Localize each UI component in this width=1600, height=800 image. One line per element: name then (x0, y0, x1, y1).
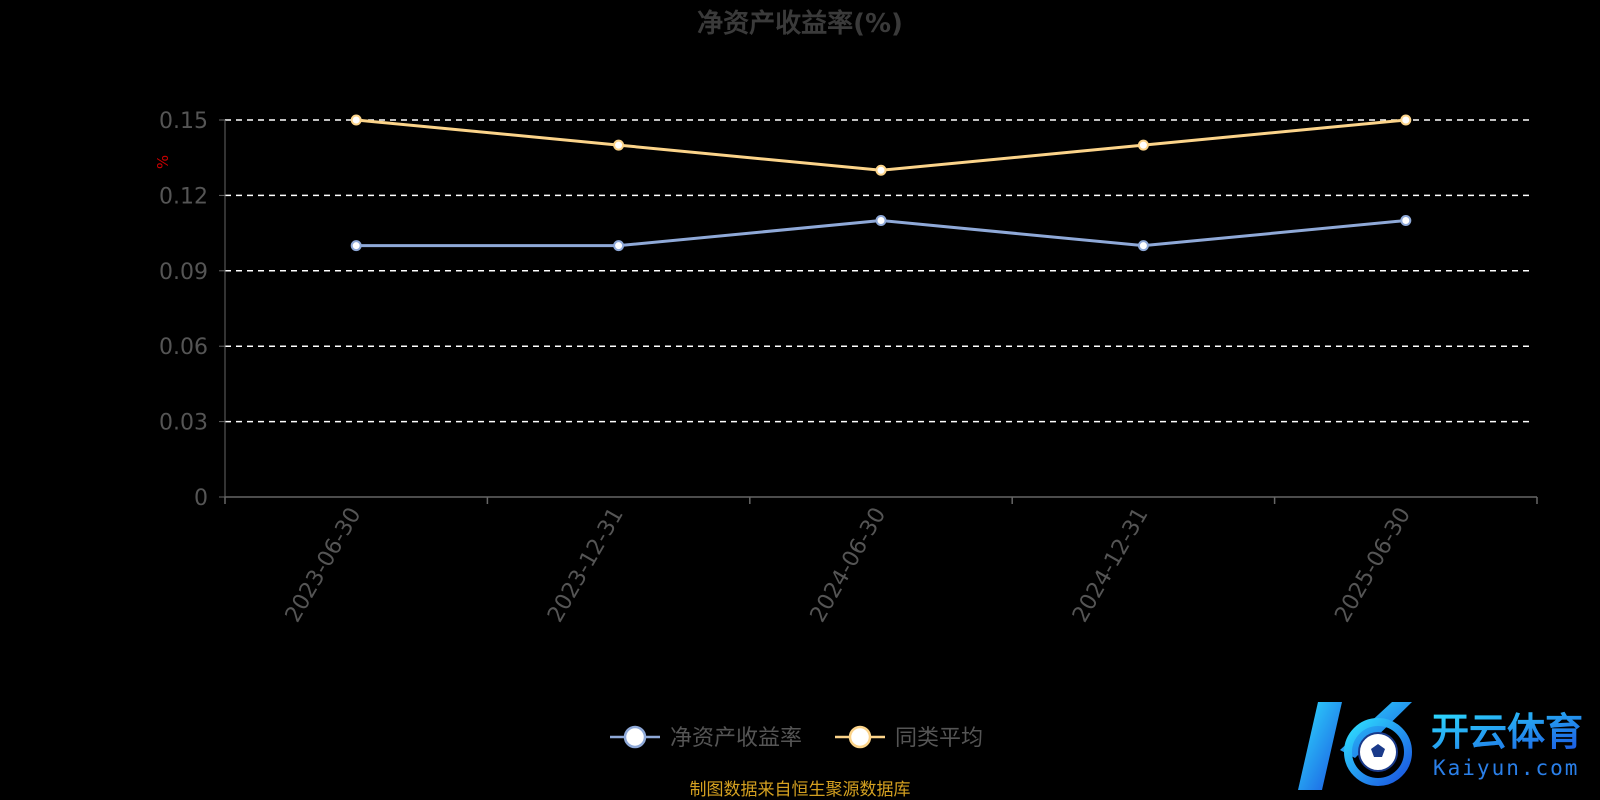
y-axis-unit-label: % (154, 155, 172, 169)
data-point-0 (875, 215, 887, 227)
data-point-0 (350, 240, 362, 252)
watermark-logo: 开云体育 Kaiyun.com (1298, 702, 1583, 790)
soccer-ball-icon (1358, 732, 1398, 772)
y-tick-label: 0 (194, 486, 208, 511)
y-axis-ticks: 0 0.03 0.06 0.09 0.12 0.15 (159, 109, 225, 511)
data-point-1 (350, 114, 362, 126)
kaiyun-k-emblem-icon (1298, 702, 1412, 790)
data-point-0 (613, 240, 625, 252)
x-axis-ticks: 2023-06-30 2023-12-31 2024-06-30 2024-12-31… (224, 497, 1538, 627)
legend-item-peer-average[interactable]: 同类平均 (835, 725, 983, 751)
legend-avg-label: 同类平均 (895, 726, 983, 751)
x-tick-label: 2023-06-30 (281, 504, 367, 627)
legend-avg-marker (848, 725, 872, 749)
x-tick-label: 2023-12-31 (543, 504, 629, 627)
y-tick-label: 0.15 (159, 109, 208, 134)
watermark-en-text: Kaiyun.com (1433, 756, 1579, 780)
y-tick-label: 0.09 (159, 260, 208, 285)
gridlines (225, 119, 1529, 423)
source-note: 制图数据来自恒生聚源数据库 (690, 780, 911, 800)
legend-roe-label: 净资产收益率 (670, 726, 802, 751)
data-point-1 (1400, 114, 1412, 126)
data-point-1 (613, 139, 625, 151)
y-tick-label: 0.06 (159, 335, 208, 360)
legend-roe-marker (623, 725, 647, 749)
x-tick-label: 2025-06-30 (1330, 504, 1416, 627)
data-point-1 (1137, 139, 1149, 151)
legend: 净资产收益率 同类平均 (610, 725, 983, 751)
legend-item-roe[interactable]: 净资产收益率 (610, 725, 802, 751)
series-line-1 (356, 118, 1406, 172)
series-lines (350, 114, 1412, 252)
watermark-cn-text: 开云体育 (1431, 710, 1583, 754)
y-tick-label: 0.03 (159, 411, 208, 436)
data-point-1 (875, 164, 887, 176)
y-tick-label: 0.12 (159, 184, 208, 209)
data-point-0 (1137, 240, 1149, 252)
x-tick-label: 2024-12-31 (1068, 504, 1154, 627)
x-tick-label: 2024-06-30 (806, 504, 892, 627)
data-point-0 (1400, 215, 1412, 227)
chart-title: 净资产收益率(%) (697, 8, 903, 39)
